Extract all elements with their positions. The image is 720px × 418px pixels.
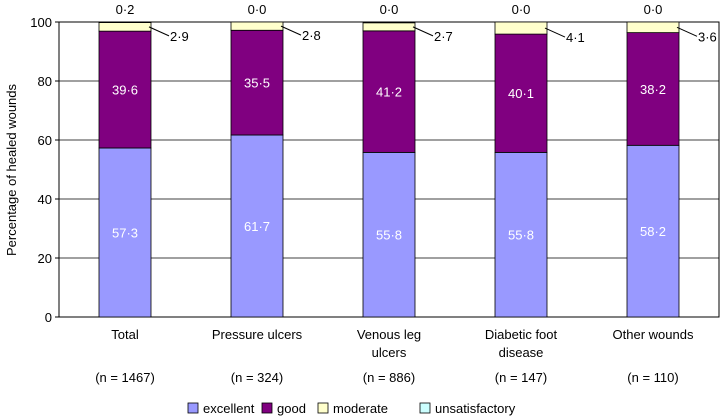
category-label: Other wounds bbox=[613, 327, 694, 342]
data-label-excellent: 55·8 bbox=[508, 228, 534, 243]
leader-line bbox=[280, 25, 302, 36]
leader-line bbox=[676, 26, 698, 37]
category-label: Diabetic foot bbox=[485, 327, 558, 342]
bar-excellent bbox=[494, 151, 548, 318]
legend-label-unsatisfactory: unsatisfactory bbox=[435, 401, 516, 416]
bar-good bbox=[230, 29, 284, 136]
bar-good bbox=[98, 30, 152, 149]
bar-excellent bbox=[626, 144, 680, 318]
category-n-label: (n = 147) bbox=[495, 370, 547, 385]
data-label-unsatisfactory: 0·0 bbox=[248, 2, 267, 17]
leader-line bbox=[544, 27, 566, 38]
data-label-unsatisfactory: 0·0 bbox=[380, 2, 399, 17]
bar-good bbox=[494, 33, 548, 153]
y-tick-label: 100 bbox=[30, 15, 52, 30]
y-tick-label: 80 bbox=[38, 74, 52, 89]
bar-excellent bbox=[98, 147, 152, 318]
y-tick-label: 20 bbox=[38, 251, 52, 266]
data-label-good: 39·6 bbox=[112, 83, 138, 98]
legend-swatch-good bbox=[261, 402, 273, 414]
data-label-excellent: 58·2 bbox=[640, 224, 666, 239]
data-label-moderate: 3·6 bbox=[698, 29, 717, 44]
bar-moderate bbox=[362, 22, 416, 32]
category-n-label: (n = 110) bbox=[627, 370, 678, 385]
bar-excellent bbox=[230, 134, 284, 318]
y-tick-label: 40 bbox=[38, 192, 52, 207]
bar-good bbox=[626, 32, 680, 146]
y-axis-label: Percentage of healed wounds bbox=[4, 83, 19, 256]
legend-swatch-moderate bbox=[317, 402, 329, 414]
data-label-unsatisfactory: 0·0 bbox=[512, 2, 531, 17]
legend-label-moderate: moderate bbox=[333, 401, 388, 416]
data-label-moderate: 2·9 bbox=[170, 29, 189, 44]
category-n-label: (n = 324) bbox=[231, 370, 283, 385]
legend-swatch-unsatisfactory bbox=[419, 402, 431, 414]
legend-label-good: good bbox=[277, 401, 306, 416]
data-label-moderate: 2·7 bbox=[434, 29, 453, 44]
category-label: disease bbox=[499, 345, 544, 360]
category-label: ulcers bbox=[372, 345, 407, 360]
legend-label-excellent: excellent bbox=[203, 401, 255, 416]
data-label-excellent: 55·8 bbox=[376, 228, 402, 243]
bar-moderate bbox=[494, 21, 548, 35]
data-label-good: 38·2 bbox=[640, 82, 666, 97]
data-label-excellent: 57·3 bbox=[112, 225, 138, 240]
leader-line bbox=[148, 26, 170, 37]
leader-line bbox=[412, 26, 434, 37]
category-n-label: (n = 886) bbox=[363, 370, 415, 385]
y-tick-label: 0 bbox=[45, 310, 52, 325]
bar-unsatisfactory bbox=[98, 21, 152, 23]
data-label-moderate: 4·1 bbox=[566, 30, 585, 45]
category-label: Total bbox=[111, 327, 139, 342]
bar-moderate bbox=[626, 21, 680, 34]
y-tick-label: 60 bbox=[38, 133, 52, 148]
data-label-good: 41·2 bbox=[376, 85, 402, 100]
data-label-moderate: 2·8 bbox=[302, 28, 321, 43]
category-label: Pressure ulcers bbox=[212, 327, 303, 342]
data-label-good: 40·1 bbox=[508, 86, 534, 101]
data-label-unsatisfactory: 0·0 bbox=[644, 2, 663, 17]
data-label-unsatisfactory: 0·2 bbox=[116, 2, 135, 17]
category-n-label: (n = 1467) bbox=[95, 370, 155, 385]
data-label-good: 35·5 bbox=[244, 76, 270, 91]
data-label-excellent: 61·7 bbox=[244, 219, 270, 234]
bar-moderate bbox=[230, 21, 284, 31]
bar-moderate bbox=[98, 22, 152, 32]
legend-swatch-excellent bbox=[187, 402, 199, 414]
category-label: Venous leg bbox=[357, 327, 421, 342]
